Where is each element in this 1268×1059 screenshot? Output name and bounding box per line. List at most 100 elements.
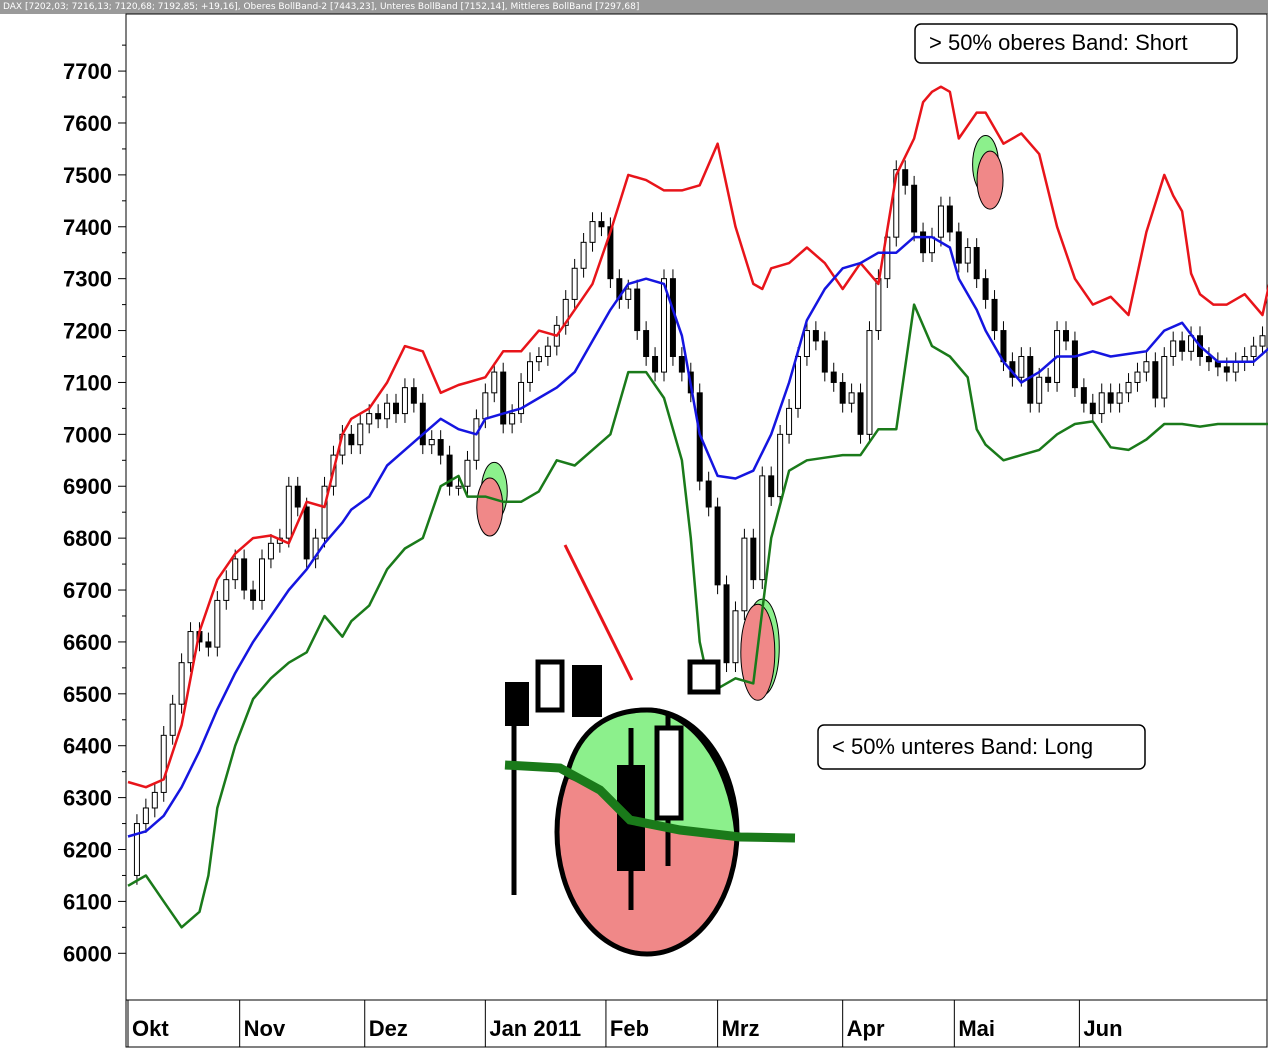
- band-line-upper-band: [127, 85, 1268, 789]
- candle-body: [133, 823, 140, 876]
- candle-body: [1125, 381, 1132, 394]
- y-tick-label: 6600: [63, 630, 112, 655]
- x-tick-label: Mrz: [722, 1016, 760, 1041]
- candle-body: [1232, 361, 1239, 373]
- candle-body: [509, 413, 516, 425]
- candle-body: [946, 205, 953, 233]
- candle-body: [1027, 356, 1034, 404]
- candle-body: [643, 330, 650, 358]
- x-tick-label: Dez: [369, 1016, 408, 1041]
- candle-body: [419, 402, 426, 446]
- candle-body: [232, 558, 239, 581]
- signal-highlight-ellipse: [976, 150, 1004, 210]
- y-tick-label: 7100: [63, 370, 112, 395]
- candle-body: [714, 506, 721, 586]
- candle-body: [482, 392, 489, 420]
- x-tick-label: Mai: [958, 1016, 995, 1041]
- zoom-connector-line: [563, 544, 634, 681]
- signal-highlights: [476, 134, 1004, 701]
- y-tick-label: 7500: [63, 163, 112, 188]
- y-tick-label: 6200: [63, 838, 112, 863]
- y-tick-label: 7700: [63, 59, 112, 84]
- candle-body: [491, 371, 498, 394]
- candle-body: [160, 734, 167, 793]
- candle-body: [312, 537, 319, 560]
- y-tick-label: 6300: [63, 786, 112, 811]
- candle-body: [812, 330, 819, 342]
- candle-body: [875, 278, 882, 332]
- band-line-middle-band: [127, 235, 1268, 838]
- y-tick-label: 6900: [63, 474, 112, 499]
- candle-body: [375, 413, 382, 420]
- candle-body: [410, 387, 417, 404]
- candle-body: [464, 459, 471, 487]
- candle-body: [1107, 392, 1114, 404]
- candle-body: [142, 807, 149, 825]
- y-tick-label: 7300: [63, 267, 112, 292]
- candle-body: [348, 433, 355, 446]
- zoom-lower-band-line: [504, 760, 796, 843]
- candle-body: [893, 169, 900, 238]
- band-line-lower-band: [127, 303, 1268, 929]
- candle-body: [678, 356, 685, 373]
- candle-body: [1063, 330, 1069, 342]
- x-tick-label: Okt: [132, 1016, 169, 1041]
- candle-body: [562, 298, 569, 326]
- candle-body: [937, 205, 944, 238]
- candle-body: [1179, 340, 1186, 352]
- candle-body: [839, 381, 846, 404]
- y-tick-label: 6100: [63, 889, 112, 914]
- zoom-candle-body: [535, 659, 565, 713]
- candle-body: [223, 579, 230, 601]
- candle-body: [973, 247, 980, 280]
- candle-body: [455, 485, 462, 489]
- y-tick-label: 6800: [63, 526, 112, 551]
- candle-body: [705, 480, 712, 508]
- candle-body: [803, 330, 810, 358]
- candle-body: [169, 703, 176, 736]
- annotation-short-text: > 50% oberes Band: Short: [929, 30, 1188, 55]
- chart-info-header: DAX [7202,03; 7216,13; 7120,68; 7192,85;…: [0, 0, 1268, 14]
- candle-body: [1223, 366, 1230, 373]
- candle-body: [178, 662, 185, 705]
- annotation-short: > 50% oberes Band: Short: [914, 23, 1238, 64]
- candle-body: [321, 485, 328, 539]
- candle-body: [902, 169, 909, 186]
- candle-body: [625, 288, 632, 300]
- candle-body: [732, 610, 739, 664]
- candle-body: [214, 599, 221, 648]
- chart-info-text: DAX [7202,03; 7216,13; 7120,68; 7192,85;…: [3, 2, 640, 12]
- candle-body: [750, 537, 757, 581]
- candle-body: [285, 485, 292, 539]
- candle-body: [848, 392, 855, 404]
- y-tick-label: 7400: [63, 215, 112, 240]
- signal-highlight-ellipse: [476, 477, 504, 537]
- candle-body: [187, 631, 194, 664]
- candle-body: [723, 584, 730, 664]
- candle-body: [1143, 361, 1150, 373]
- candle-body: [366, 413, 373, 425]
- candle-body: [1071, 340, 1078, 389]
- candle-body: [580, 241, 587, 269]
- bollinger-bands: [127, 85, 1268, 929]
- candle-body: [1080, 387, 1087, 404]
- candle-body: [1045, 376, 1052, 383]
- candle-body: [205, 641, 212, 648]
- candle-body: [830, 371, 837, 383]
- candle-body: [401, 387, 408, 415]
- zoom-inset-green-area: [564, 707, 740, 838]
- candle-body: [446, 454, 453, 487]
- candle-body: [1205, 356, 1212, 363]
- y-tick-label: 6500: [63, 682, 112, 707]
- candle-body: [151, 791, 158, 809]
- candle-body: [267, 542, 274, 560]
- candle-body: [857, 392, 864, 435]
- candle-body: [1259, 335, 1266, 347]
- candle-body: [303, 506, 310, 560]
- candle-body: [1250, 345, 1257, 358]
- candle-body: [437, 439, 444, 456]
- candle-body: [741, 537, 748, 612]
- candle-body: [473, 418, 480, 461]
- candle-body: [920, 231, 927, 254]
